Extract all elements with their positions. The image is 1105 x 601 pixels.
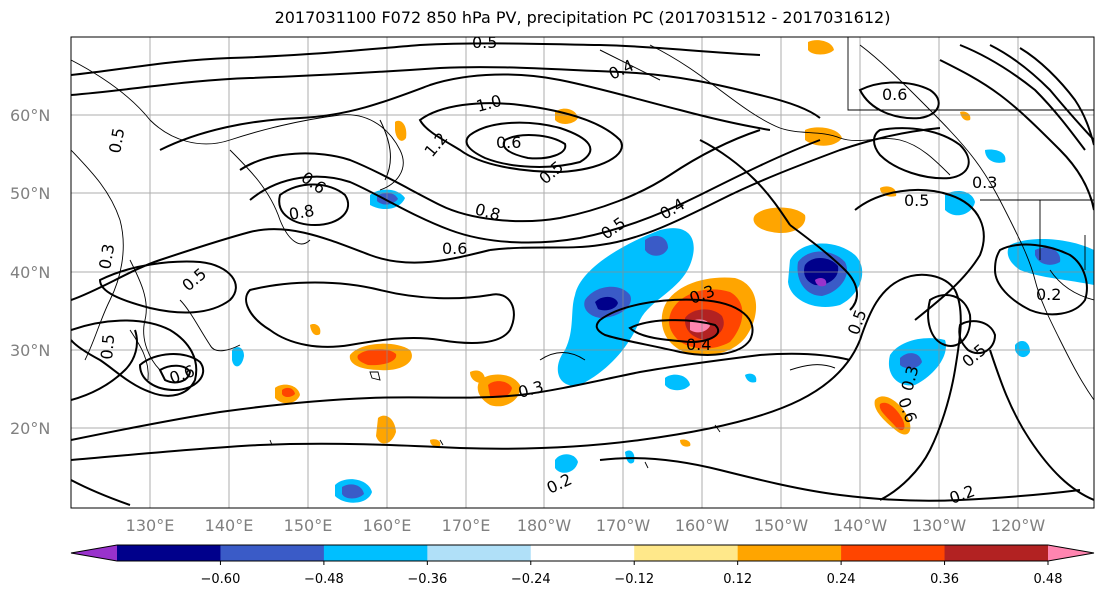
colorbar-bin [530, 545, 635, 561]
colorbar-tick-label: −0.60 [201, 572, 241, 587]
pv-contours [71, 42, 1094, 506]
lon-label: 160°E [363, 516, 412, 535]
pv-label: 0.3 [95, 242, 118, 270]
pv-label: 0.3 [972, 173, 997, 192]
precip-blob-negative [595, 296, 618, 311]
precip-blob-negative [645, 235, 668, 256]
colorbar-outline [70, 544, 1095, 562]
colorbar-extend-high [1048, 545, 1094, 561]
lon-label: 170°E [442, 516, 491, 535]
lat-label-50n: 50°N [10, 184, 50, 203]
colorbar-tick-label: 0.36 [930, 572, 959, 587]
lat-label-30n: 30°N [10, 341, 50, 360]
colorbar-extend-low [71, 545, 117, 561]
precip-blob-negative [665, 374, 690, 391]
pv-label: 0.6 [496, 133, 521, 152]
colorbar-bin [427, 545, 532, 561]
pv-contours-thin [379, 49, 836, 371]
precipitation-shading [232, 40, 1094, 503]
colorbar-bin [634, 545, 739, 561]
precip-blob-negative [625, 450, 635, 464]
lon-label: 120°W [991, 516, 1046, 535]
colorbar-bin [220, 545, 325, 561]
precip-blob-positive [430, 439, 441, 447]
precip-blob-negative [900, 353, 922, 369]
pv-label: 0.5 [105, 126, 128, 154]
precip-blob-negative [985, 149, 1006, 163]
pv-label: 0.8 [287, 201, 315, 224]
colorbar-bin [944, 545, 1049, 561]
pv-label: 0.6 [882, 85, 907, 104]
lon-label: 150°W [754, 516, 809, 535]
precip-blob-negative [555, 454, 578, 473]
pv-label: 0.2 [1036, 285, 1061, 304]
pv-label: 0.5 [97, 333, 118, 360]
lon-label: 170°W [596, 516, 651, 535]
pv-label: 0.4 [686, 335, 711, 354]
precip-blob-positive [879, 402, 905, 431]
lon-label: 140°E [205, 516, 254, 535]
colorbar-tick-label: −0.36 [407, 572, 447, 587]
precip-blob-negative [1035, 247, 1061, 265]
latitude-labels: 60°N 50°N 40°N 30°N 20°N [10, 106, 50, 438]
precip-blob-negative [815, 277, 827, 287]
pv-label: 0.5 [472, 33, 497, 52]
lon-label: 150°E [284, 516, 333, 535]
precip-blob-positive [310, 324, 321, 336]
lat-label-20n: 20°N [10, 419, 50, 438]
lon-label: 180°W [517, 516, 572, 535]
precip-blob-negative [232, 347, 244, 367]
precip-blob-negative [945, 190, 975, 216]
colorbar-bin [117, 545, 221, 561]
precip-blob-negative [342, 484, 364, 499]
lat-label-40n: 40°N [10, 263, 50, 282]
colorbar: −0.60 −0.48 −0.36 −0.24 −0.12 0.12 0.24 0.36 0.4… [70, 544, 1095, 587]
precip-blob-positive [960, 111, 971, 121]
map-frame [70, 36, 1095, 509]
precip-blob-positive [395, 120, 407, 141]
precip-blob-positive [282, 387, 295, 397]
precip-blob-positive [808, 40, 834, 55]
coastlines [71, 37, 1094, 469]
lon-label: 130°W [912, 516, 967, 535]
colorbar-bin [323, 545, 428, 561]
colorbar-bin [737, 545, 842, 561]
colorbar-bin [841, 545, 946, 561]
colorbar-tick-label: −0.12 [614, 572, 654, 587]
colorbar-tick-label: 0.48 [1034, 572, 1063, 587]
lon-label: 160°W [675, 516, 730, 535]
colorbar-tick-label: −0.24 [511, 572, 551, 587]
map-title: 2017031100 F072 850 hPa PV, precipitatio… [274, 8, 891, 27]
graticule [71, 37, 1094, 508]
colorbar-tick-label: 0.12 [723, 572, 752, 587]
precip-blob-positive [680, 439, 691, 447]
pv-label: 0.6 [442, 239, 467, 258]
colorbar-tick-label: 0.24 [827, 572, 856, 587]
precip-blob-positive [470, 370, 486, 383]
longitude-labels: 130°E 140°E 150°E 160°E 170°E 180°W 170°… [126, 516, 1046, 535]
precip-blob-positive [376, 415, 396, 444]
lon-label: 140°W [833, 516, 888, 535]
colorbar-tick-label: −0.48 [304, 572, 344, 587]
precip-blob-negative [1015, 340, 1030, 358]
precip-blob-negative [745, 373, 757, 383]
lon-label: 130°E [126, 516, 175, 535]
pv-label: 0.5 [904, 191, 929, 210]
precip-blob-positive [488, 381, 512, 398]
lat-label-60n: 60°N [10, 106, 50, 125]
